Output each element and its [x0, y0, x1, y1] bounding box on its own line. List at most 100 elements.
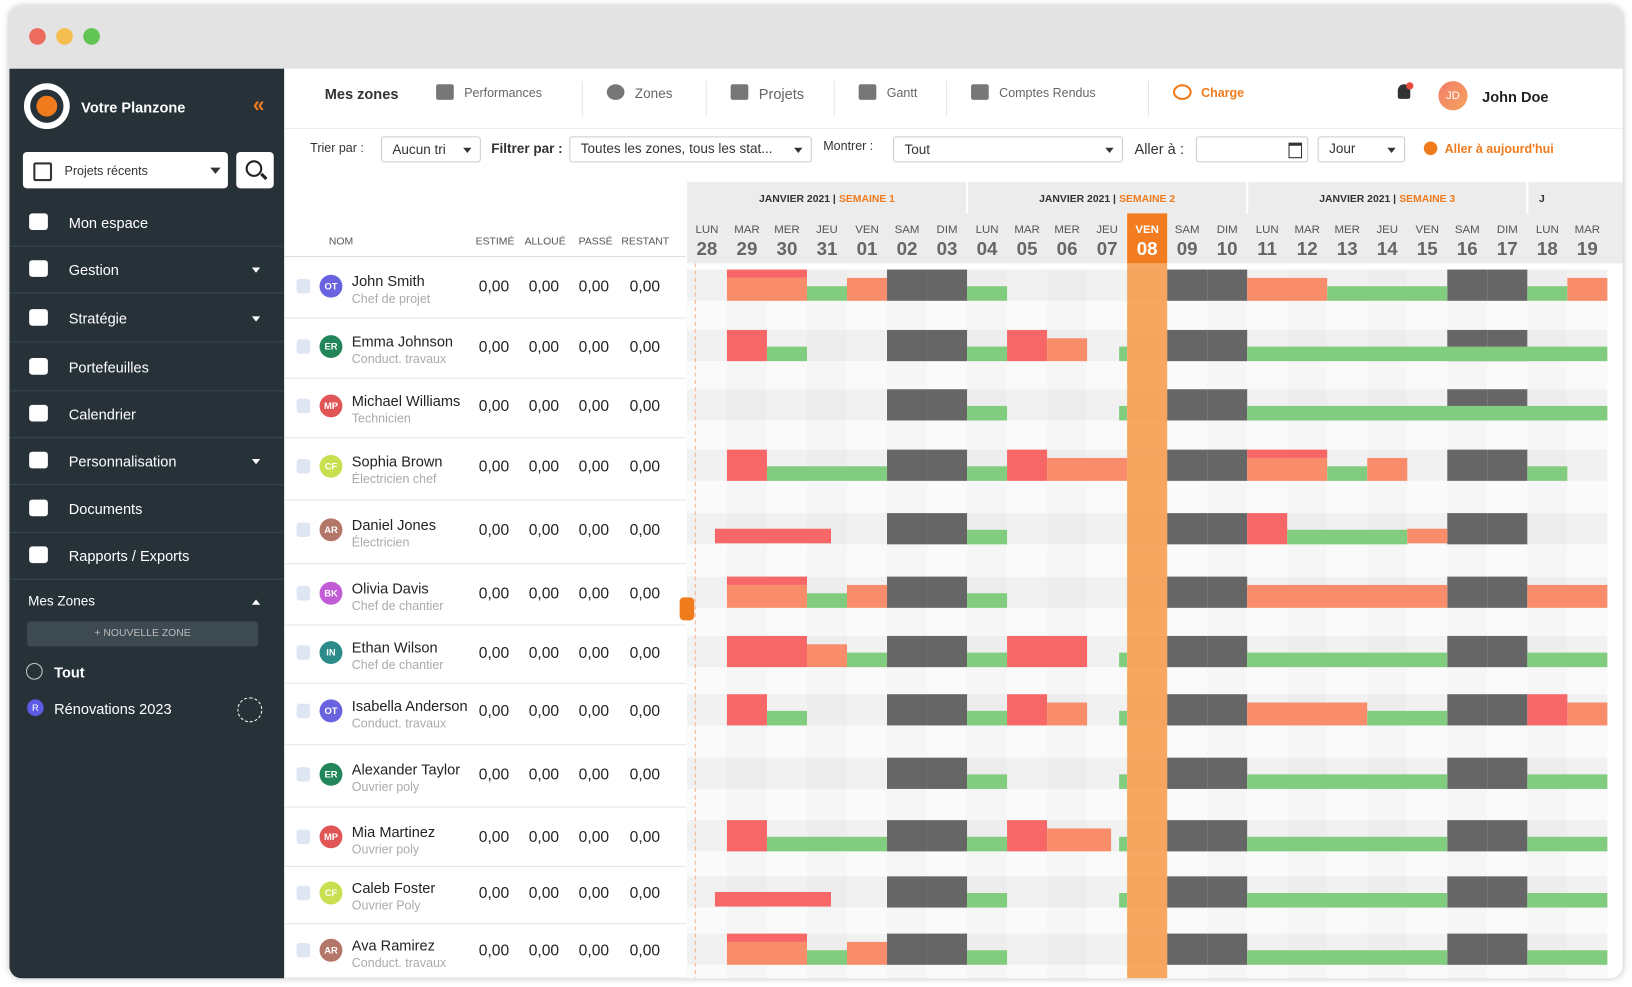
nav-tab[interactable]: Performances: [464, 85, 542, 100]
weekend-block: [1487, 933, 1528, 965]
weekend-block: [1167, 933, 1208, 965]
maximize-dot[interactable]: [83, 28, 100, 45]
weekend-block: [927, 876, 968, 908]
load-bar: [766, 466, 888, 481]
caret: [251, 458, 261, 465]
day-cell: [1567, 480, 1608, 514]
avatar: BK: [319, 581, 343, 605]
close-dot[interactable]: [29, 28, 46, 45]
day-cell: [967, 544, 1008, 577]
day-of-week: VEN: [855, 224, 879, 236]
weekend-block: [927, 576, 968, 608]
day-number: 10: [1217, 238, 1238, 259]
sort-select[interactable]: Aucun tri: [380, 136, 481, 163]
tab-separator: [946, 81, 948, 117]
day-cell: [1447, 300, 1488, 330]
weekend-block: [887, 449, 928, 481]
nav-item[interactable]: Calendrier: [9, 391, 285, 439]
today-button[interactable]: Aller à aujourd'hui: [1444, 141, 1554, 157]
day-cell: [1087, 513, 1128, 545]
day-cell: [686, 725, 727, 758]
nav-item[interactable]: Rapports / Exports: [9, 533, 285, 580]
day-cell: [1047, 300, 1088, 330]
expand-button[interactable]: [296, 885, 311, 901]
day-cell: [1247, 964, 1288, 979]
weekend-block: [1447, 694, 1488, 726]
add-folder-button[interactable]: [237, 697, 263, 723]
day-cell: [1087, 907, 1128, 934]
nav-tab[interactable]: Charge: [1201, 85, 1245, 100]
day-cell: [806, 788, 848, 821]
load-value: 0,00: [578, 521, 610, 540]
load-bar: [1247, 513, 1288, 545]
day-cell: [1007, 420, 1048, 450]
nav-item[interactable]: Personnalisation: [9, 438, 285, 486]
nav-tab[interactable]: Gantt: [886, 85, 918, 100]
day-cell: [927, 607, 968, 636]
week-label: JANVIER 2021 | SEMAINE 3: [1319, 194, 1455, 205]
nav-tab[interactable]: Zones: [634, 85, 673, 101]
nav-item[interactable]: Portefeuilles: [9, 345, 285, 392]
nav-item[interactable]: Gestion: [9, 247, 285, 294]
nav-tab[interactable]: Projets: [758, 85, 805, 102]
day-cell: [766, 420, 807, 450]
column-header: PASSÉ: [578, 236, 613, 248]
day-cell: [887, 851, 928, 877]
day-cell: [766, 725, 807, 758]
expand-button[interactable]: [296, 458, 311, 474]
zone-item[interactable]: Tout: [54, 664, 85, 681]
weekend-block: [927, 635, 968, 668]
day-cell: [1087, 300, 1128, 330]
expand-button[interactable]: [296, 829, 311, 845]
load-bar: [1119, 346, 1128, 362]
date-input[interactable]: [1195, 136, 1309, 163]
day-number: 30: [777, 238, 798, 259]
day-cell: [1287, 480, 1328, 514]
day-cell: [686, 667, 727, 695]
expand-button[interactable]: [296, 703, 311, 719]
day-cell: [1207, 788, 1248, 821]
caret: [251, 316, 261, 322]
collapse-button[interactable]: «: [252, 93, 265, 117]
expand-button[interactable]: [296, 585, 311, 601]
person-name: Sophia Brown: [351, 452, 443, 470]
expand-button[interactable]: [296, 522, 311, 538]
day-cell: [1327, 420, 1368, 450]
resize-handle[interactable]: [679, 597, 695, 621]
day-cell: [1327, 851, 1368, 877]
minimize-dot[interactable]: [56, 28, 73, 45]
show-select[interactable]: Tout: [893, 136, 1124, 163]
nav-item[interactable]: Mon espace: [9, 200, 285, 247]
expand-button[interactable]: [296, 398, 311, 414]
load-bar: [1047, 702, 1088, 726]
load-value: 0,00: [528, 584, 560, 603]
nav-item[interactable]: Stratégie: [9, 296, 285, 343]
zone-item[interactable]: Rénovations 2023: [54, 700, 172, 718]
day-cell: [806, 544, 848, 577]
expand-button[interactable]: [296, 339, 311, 354]
day-cell: [1407, 607, 1448, 636]
day-cell: [806, 389, 848, 421]
filter-select[interactable]: Toutes les zones, tous les stat...: [569, 136, 812, 163]
day-cell: [1407, 725, 1448, 758]
weekend-block: [1447, 269, 1488, 301]
weekend-block: [887, 329, 928, 362]
scale-select[interactable]: Jour: [1317, 136, 1406, 163]
nav-tab[interactable]: Mes zones: [324, 85, 399, 102]
expand-button[interactable]: [296, 278, 311, 294]
day-cell: [806, 329, 848, 362]
user-name[interactable]: John Doe: [1482, 88, 1549, 106]
day-cell: [887, 300, 928, 330]
search-button[interactable]: [236, 151, 274, 189]
user-avatar[interactable]: JD: [1438, 81, 1468, 111]
day-cell: [887, 667, 928, 695]
day-cell: [1207, 725, 1248, 758]
expand-button[interactable]: [296, 645, 311, 660]
expand-button[interactable]: [296, 767, 311, 782]
recent-projects-select[interactable]: Projets récents: [22, 151, 228, 189]
expand-button[interactable]: [296, 942, 311, 958]
nav-item[interactable]: Documents: [9, 486, 285, 533]
nav-tab[interactable]: Comptes Rendus: [999, 85, 1096, 100]
day-cell: [1287, 964, 1328, 979]
new-zone-button[interactable]: + NOUVELLE ZONE: [27, 621, 259, 647]
